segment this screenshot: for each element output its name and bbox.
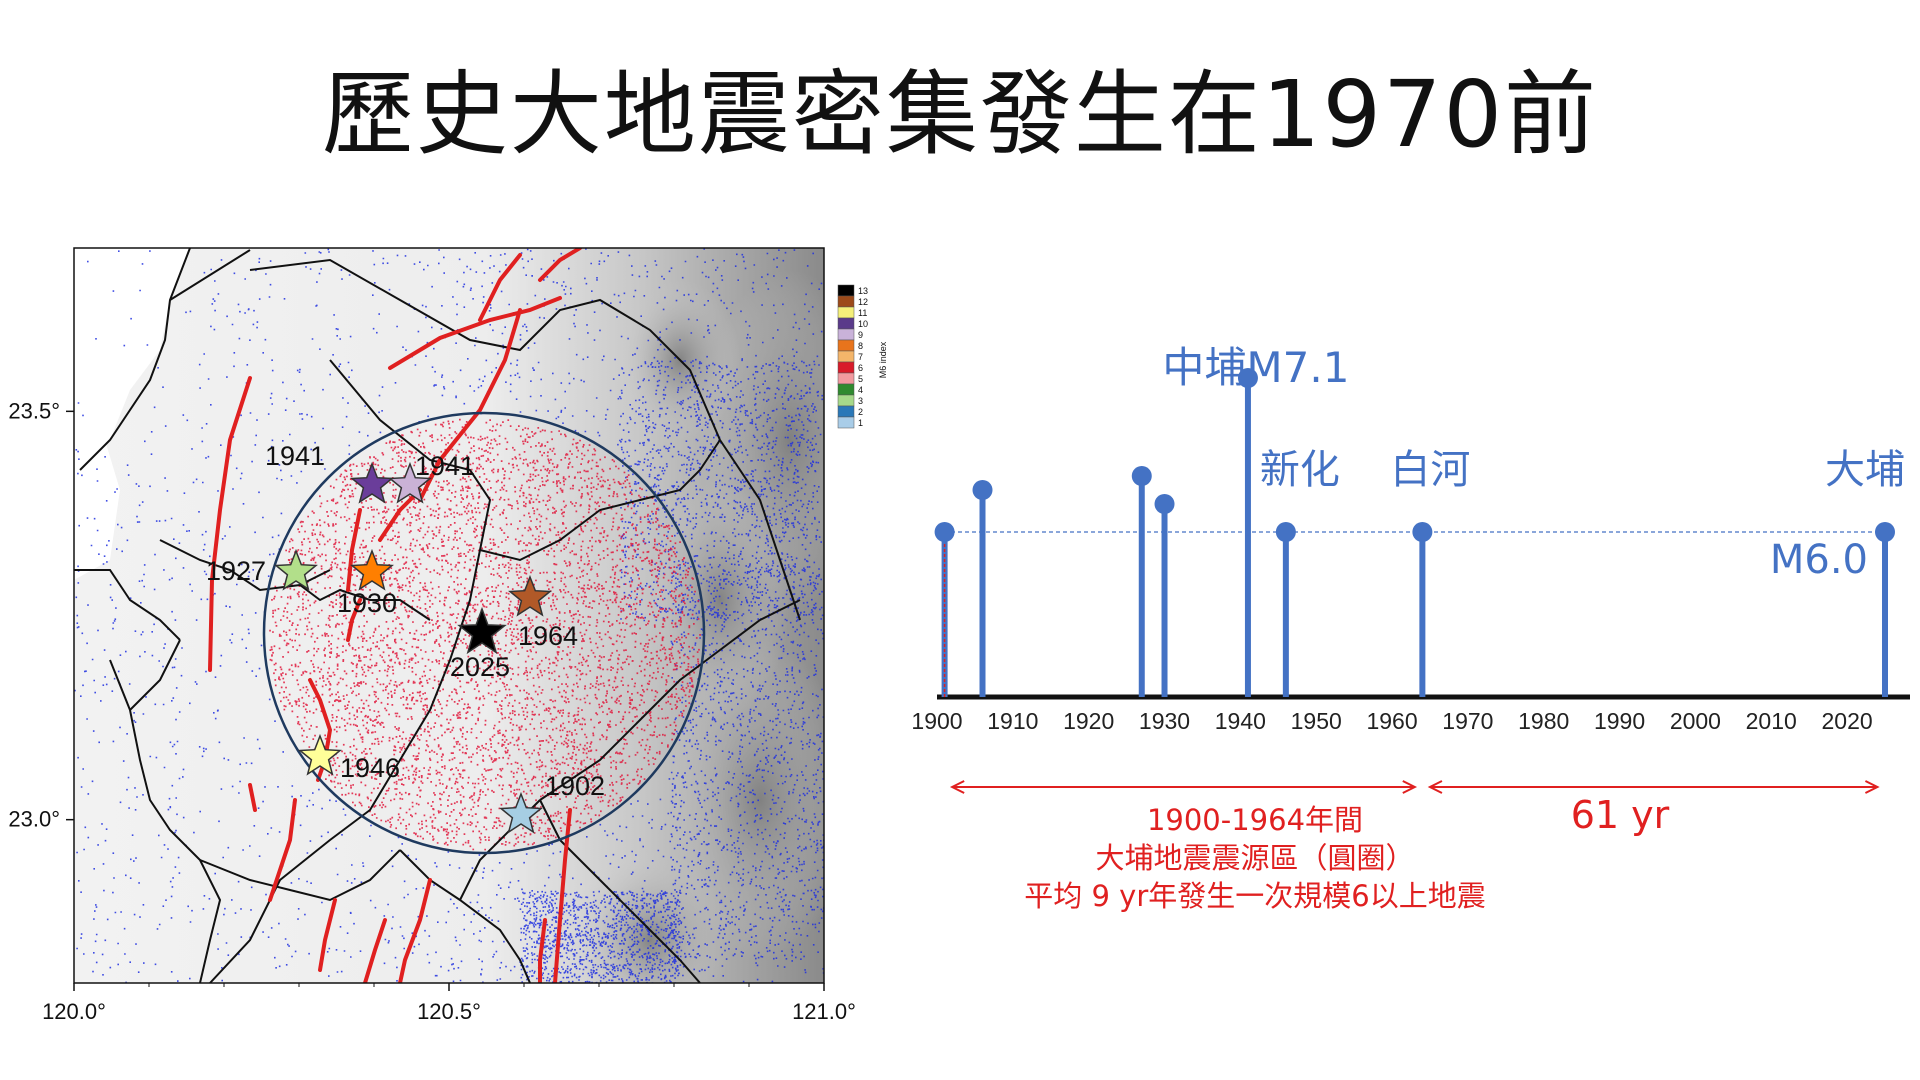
colorbar-swatch (837, 295, 855, 308)
colorbar-label: 3 (858, 396, 863, 406)
time-tick-label: 2000 (1670, 708, 1721, 734)
sea-area-2 (74, 440, 120, 580)
event-year-label: 2025 (450, 652, 510, 682)
time-tick-label: 1980 (1518, 708, 1569, 734)
time-tick-label: 1940 (1215, 708, 1266, 734)
event-star-1941 (388, 461, 432, 504)
time-tick-label: 1990 (1594, 708, 1645, 734)
time-tick-label: 1930 (1139, 708, 1190, 734)
event-star-1927 (274, 548, 318, 591)
timeline-labels-zhongpu: 中埔M7.1 (1162, 343, 1349, 392)
colorbar-swatch (837, 328, 855, 341)
time-tick-label: 1920 (1063, 708, 1114, 734)
time-tick-label: 1960 (1366, 708, 1417, 734)
time-tick-label: 1910 (987, 708, 1038, 734)
timeline-annotations-period_line3: 平均 9 yr年發生一次規模6以上地震 (1024, 879, 1485, 913)
colorbar-label: 10 (858, 319, 868, 329)
colorbar-swatch (837, 306, 855, 319)
slide-title: 歷史大地震密集發生在1970前 (321, 61, 1599, 168)
event-star-1941 (350, 461, 394, 504)
timeline-labels-m60: M6.0 (1770, 537, 1868, 583)
time-tick-label: 1970 (1442, 708, 1493, 734)
event-year-label: 1964 (518, 621, 578, 651)
colorbar-swatch (837, 361, 855, 374)
colorbar-swatch (837, 339, 855, 352)
lat-tick-label: 23.5° (8, 398, 60, 423)
colorbar-swatch (837, 350, 855, 363)
earthquake-timeline: 1900 1910 1920 1930 1940 1950 1960 1970 1980 1990… (900, 330, 1920, 930)
time-tick-label: 1900 (911, 708, 962, 734)
colorbar-swatch (837, 372, 855, 385)
colorbar-label: 8 (858, 341, 863, 351)
seismicity-map: 1941 1941 1927 1930 2025 1964 1946 1902 23.5° 23… (0, 240, 900, 1040)
event-star-1964 (508, 574, 552, 617)
active-faults (208, 248, 582, 983)
colorbar-label: 13 (858, 286, 868, 296)
event-star-1930 (350, 548, 394, 591)
colorbar-swatch (837, 394, 855, 407)
colorbar-label: 4 (858, 385, 863, 395)
event-marker (1154, 494, 1175, 514)
timeline-labels-dapu: 大埔 (1825, 447, 1905, 493)
event-marker (934, 522, 955, 542)
timeline-annotations-period_line1: 1900-1964年間 (1147, 803, 1363, 837)
event-year-label: 1941 (415, 451, 475, 481)
colorbar-swatch (837, 416, 855, 429)
lon-tick-label: 121.0° (792, 999, 856, 1024)
time-tick-label: 2020 (1821, 708, 1872, 734)
colorbar-title: M6 index (878, 341, 888, 378)
time-tick-label: 1950 (1291, 708, 1342, 734)
event-year-label: 1902 (545, 771, 605, 801)
colorbar-label: 2 (858, 407, 863, 417)
colorbar-label: 6 (858, 363, 863, 373)
event-marker (1131, 466, 1152, 486)
colorbar-swatch (837, 284, 855, 297)
timeline-annotations-period_line2: 大埔地震震源區（圓圈） (1095, 841, 1414, 875)
lat-tick-label: 23.0° (8, 807, 60, 832)
timeline-labels-xinhua: 新化 (1260, 447, 1340, 493)
event-year-label: 1927 (206, 556, 266, 586)
event-star-2025 (457, 606, 507, 655)
colorbar-swatch (837, 317, 855, 330)
event-marker (972, 480, 993, 500)
event-marker (1237, 368, 1258, 388)
colorbar-swatch (837, 383, 855, 396)
source-region-circle (262, 411, 706, 855)
colorbar-label: 7 (858, 352, 863, 362)
colorbar-label: 12 (858, 297, 868, 307)
event-year-label: 1930 (337, 588, 397, 618)
event-marker (1875, 522, 1895, 542)
event-marker (1412, 522, 1433, 542)
sea-area (74, 248, 190, 460)
event-star-1902 (499, 791, 543, 834)
timeline-labels-baihe: 白河 (1390, 447, 1470, 493)
colorbar-label: 11 (858, 308, 867, 318)
time-tick-label: 2010 (1746, 708, 1797, 734)
event-year-label: 1946 (340, 753, 400, 783)
event-marker (1275, 522, 1296, 542)
colorbar-label: 9 (858, 330, 863, 340)
colorbar-swatch (837, 405, 855, 418)
event-year-label: 1941 (265, 441, 325, 471)
lon-tick-label: 120.0° (42, 999, 106, 1024)
event-star-1946 (298, 733, 342, 776)
lon-tick-label: 120.5° (417, 999, 481, 1024)
colorbar-label: 1 (858, 418, 863, 428)
county-boundaries (74, 248, 801, 983)
colorbar-label: 5 (858, 374, 863, 384)
timeline-annotations-gap: 61 yr (1571, 793, 1670, 837)
